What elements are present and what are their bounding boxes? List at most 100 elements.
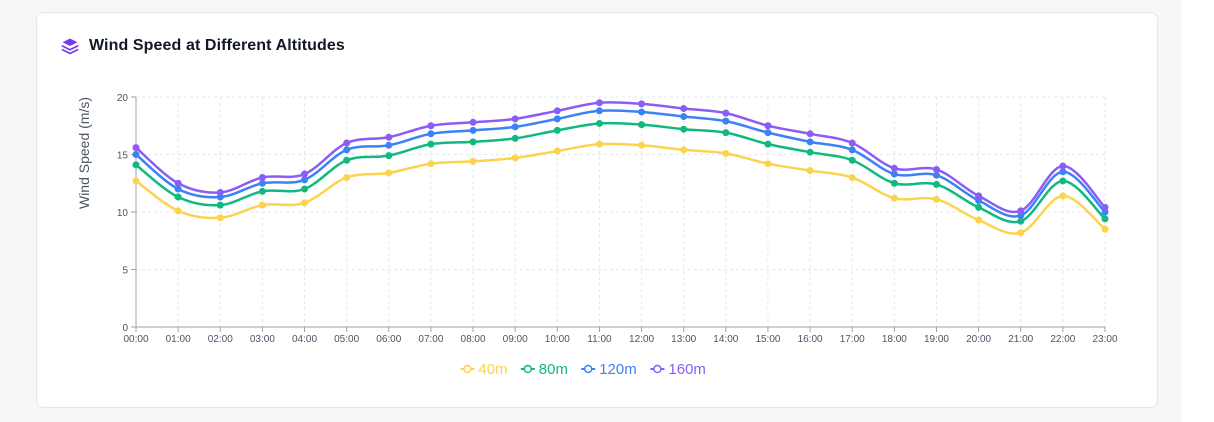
data-point-120m[interactable] <box>932 171 940 179</box>
data-point-80m[interactable] <box>553 126 561 134</box>
data-point-120m[interactable] <box>638 108 646 116</box>
data-point-120m[interactable] <box>1059 168 1067 176</box>
data-point-120m[interactable] <box>511 123 519 131</box>
data-point-160m[interactable] <box>174 179 182 187</box>
data-point-120m[interactable] <box>469 126 477 134</box>
data-point-160m[interactable] <box>427 122 435 130</box>
data-point-40m[interactable] <box>301 199 309 207</box>
data-point-40m[interactable] <box>764 160 772 168</box>
data-point-80m[interactable] <box>301 185 309 193</box>
data-point-160m[interactable] <box>806 130 814 138</box>
data-point-120m[interactable] <box>806 138 814 146</box>
data-point-160m[interactable] <box>469 118 477 126</box>
data-point-40m[interactable] <box>343 174 351 181</box>
data-point-120m[interactable] <box>848 146 856 154</box>
data-point-160m[interactable] <box>258 174 266 181</box>
data-point-160m[interactable] <box>764 122 772 130</box>
data-point-80m[interactable] <box>511 134 519 142</box>
data-point-80m[interactable] <box>427 140 435 148</box>
data-point-80m[interactable] <box>595 119 603 127</box>
data-point-160m[interactable] <box>848 139 856 147</box>
data-point-120m[interactable] <box>385 141 393 149</box>
data-point-80m[interactable] <box>469 138 477 146</box>
data-point-160m[interactable] <box>343 139 351 147</box>
data-point-80m[interactable] <box>890 179 898 187</box>
data-point-40m[interactable] <box>174 207 182 215</box>
data-point-40m[interactable] <box>680 146 688 154</box>
data-point-40m[interactable] <box>511 154 519 162</box>
y-tick-label: 0 <box>122 323 128 334</box>
data-point-160m[interactable] <box>975 192 983 200</box>
data-point-120m[interactable] <box>301 176 309 184</box>
data-point-40m[interactable] <box>469 157 477 165</box>
legend-item-120m[interactable]: 120m <box>581 361 637 378</box>
data-point-160m[interactable] <box>1017 207 1025 215</box>
data-point-40m[interactable] <box>1017 229 1025 237</box>
data-point-160m[interactable] <box>1059 162 1067 170</box>
data-point-40m[interactable] <box>595 140 603 148</box>
data-point-40m[interactable] <box>1101 225 1109 233</box>
data-point-120m[interactable] <box>343 146 351 154</box>
data-point-80m[interactable] <box>385 152 393 160</box>
data-point-40m[interactable] <box>258 201 266 209</box>
data-point-40m[interactable] <box>132 177 140 185</box>
data-point-160m[interactable] <box>932 165 940 173</box>
data-point-40m[interactable] <box>427 160 435 168</box>
data-point-120m[interactable] <box>680 113 688 121</box>
data-point-80m[interactable] <box>258 187 266 195</box>
data-point-120m[interactable] <box>595 107 603 115</box>
data-point-80m[interactable] <box>806 148 814 156</box>
data-point-160m[interactable] <box>1101 203 1109 211</box>
data-point-80m[interactable] <box>680 125 688 133</box>
data-point-120m[interactable] <box>174 185 182 193</box>
data-point-40m[interactable] <box>975 216 983 224</box>
data-point-80m[interactable] <box>932 180 940 188</box>
series-points <box>132 99 1109 237</box>
data-point-160m[interactable] <box>553 107 561 115</box>
data-point-80m[interactable] <box>764 140 772 148</box>
data-point-160m[interactable] <box>890 164 898 172</box>
data-point-80m[interactable] <box>848 156 856 164</box>
data-point-160m[interactable] <box>680 105 688 112</box>
data-point-160m[interactable] <box>722 109 730 117</box>
data-point-160m[interactable] <box>301 170 309 178</box>
legend-item-40m[interactable]: 40m <box>460 361 508 378</box>
data-point-40m[interactable] <box>848 174 856 181</box>
data-point-120m[interactable] <box>132 151 140 158</box>
data-point-40m[interactable] <box>722 149 730 157</box>
data-point-40m[interactable] <box>932 195 940 203</box>
data-point-120m[interactable] <box>722 117 730 125</box>
legend-marker-icon <box>583 364 593 374</box>
data-point-40m[interactable] <box>638 141 646 149</box>
data-point-80m[interactable] <box>1059 177 1067 185</box>
data-point-80m[interactable] <box>174 193 182 201</box>
data-point-80m[interactable] <box>132 161 140 169</box>
chart-legend: 40m 80m 120m 160m <box>460 361 706 378</box>
data-point-40m[interactable] <box>385 169 393 177</box>
data-point-80m[interactable] <box>343 156 351 164</box>
legend-item-160m[interactable]: 160m <box>650 361 706 378</box>
data-point-80m[interactable] <box>1101 215 1109 223</box>
data-point-160m[interactable] <box>638 100 646 108</box>
data-point-80m[interactable] <box>638 121 646 129</box>
data-point-120m[interactable] <box>764 129 772 137</box>
data-point-80m[interactable] <box>216 201 224 209</box>
data-point-40m[interactable] <box>216 214 224 222</box>
data-point-80m[interactable] <box>722 129 730 137</box>
data-point-40m[interactable] <box>806 167 814 175</box>
data-point-80m[interactable] <box>975 203 983 211</box>
legend-item-80m[interactable]: 80m <box>520 361 568 378</box>
data-point-160m[interactable] <box>511 115 519 123</box>
data-point-160m[interactable] <box>216 188 224 196</box>
data-point-40m[interactable] <box>890 194 898 202</box>
data-point-80m[interactable] <box>1017 217 1025 225</box>
data-point-120m[interactable] <box>258 179 266 187</box>
data-point-160m[interactable] <box>385 133 393 141</box>
data-point-40m[interactable] <box>1059 192 1067 200</box>
data-point-40m[interactable] <box>553 147 561 155</box>
data-point-160m[interactable] <box>132 144 140 152</box>
data-point-160m[interactable] <box>595 99 603 107</box>
data-point-120m[interactable] <box>553 115 561 123</box>
data-point-120m[interactable] <box>427 130 435 138</box>
data-point-120m[interactable] <box>890 170 898 178</box>
